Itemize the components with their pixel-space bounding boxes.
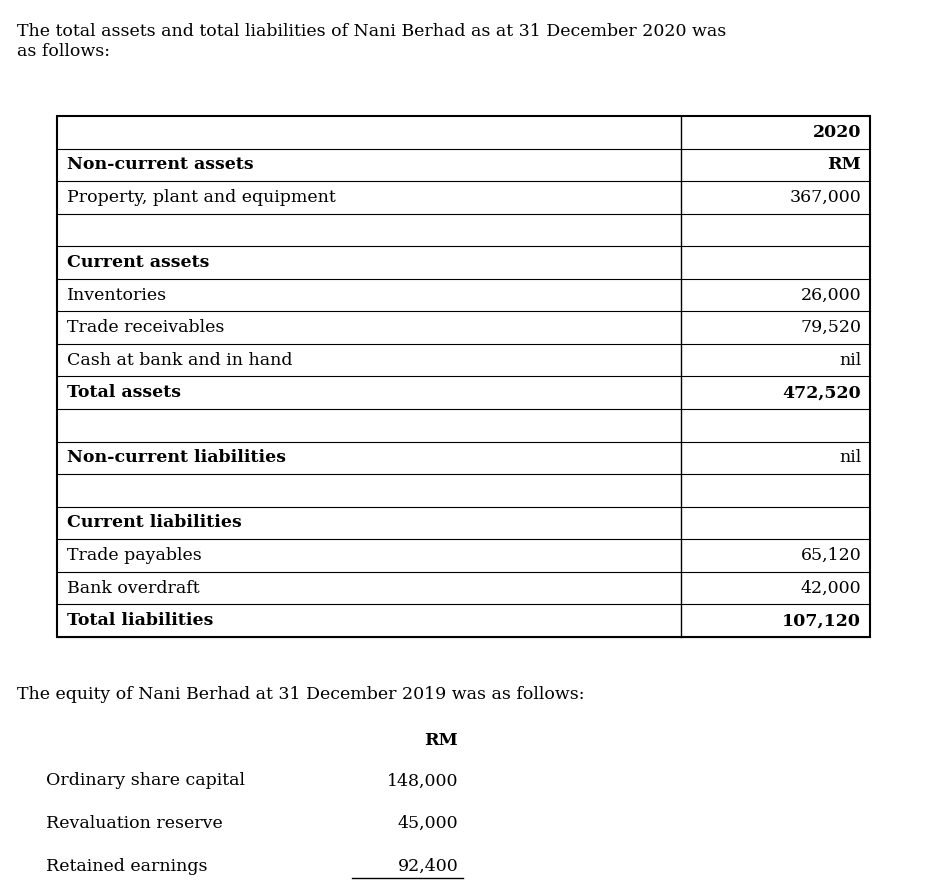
Text: Retained earnings: Retained earnings	[46, 858, 207, 875]
Text: 148,000: 148,000	[387, 772, 458, 789]
Text: 92,400: 92,400	[397, 858, 458, 875]
Text: Total liabilities: Total liabilities	[67, 612, 213, 629]
Text: 26,000: 26,000	[801, 286, 861, 303]
Text: Trade payables: Trade payables	[67, 547, 202, 564]
Text: Bank overdraft: Bank overdraft	[67, 580, 199, 597]
Text: as follows:: as follows:	[17, 43, 109, 60]
Text: nil: nil	[839, 351, 861, 368]
Text: 42,000: 42,000	[801, 580, 861, 597]
Text: Trade receivables: Trade receivables	[67, 319, 224, 336]
Text: Non-current liabilities: Non-current liabilities	[67, 450, 286, 467]
Text: 65,120: 65,120	[800, 547, 861, 564]
Text: Current liabilities: Current liabilities	[67, 515, 242, 532]
Text: 2020: 2020	[813, 124, 861, 141]
Text: Property, plant and equipment: Property, plant and equipment	[67, 189, 335, 206]
Text: The total assets and total liabilities of Nani Berhad as at 31 December 2020 was: The total assets and total liabilities o…	[17, 23, 726, 40]
Text: Ordinary share capital: Ordinary share capital	[46, 772, 245, 789]
Text: Cash at bank and in hand: Cash at bank and in hand	[67, 351, 293, 368]
Text: Inventories: Inventories	[67, 286, 167, 303]
Text: Total assets: Total assets	[67, 384, 181, 401]
Text: Revaluation reserve: Revaluation reserve	[46, 815, 223, 832]
Text: 45,000: 45,000	[398, 815, 458, 832]
Text: 79,520: 79,520	[800, 319, 861, 336]
Text: The equity of Nani Berhad at 31 December 2019 was as follows:: The equity of Nani Berhad at 31 December…	[17, 686, 584, 703]
Text: RM: RM	[425, 732, 458, 749]
Text: 472,520: 472,520	[782, 384, 861, 401]
Text: Current assets: Current assets	[67, 254, 209, 271]
Text: RM: RM	[828, 156, 861, 173]
Text: nil: nil	[839, 450, 861, 467]
Text: 107,120: 107,120	[782, 612, 861, 629]
Text: 367,000: 367,000	[790, 189, 861, 206]
Text: Non-current assets: Non-current assets	[67, 156, 254, 173]
Bar	[57, 116, 870, 637]
